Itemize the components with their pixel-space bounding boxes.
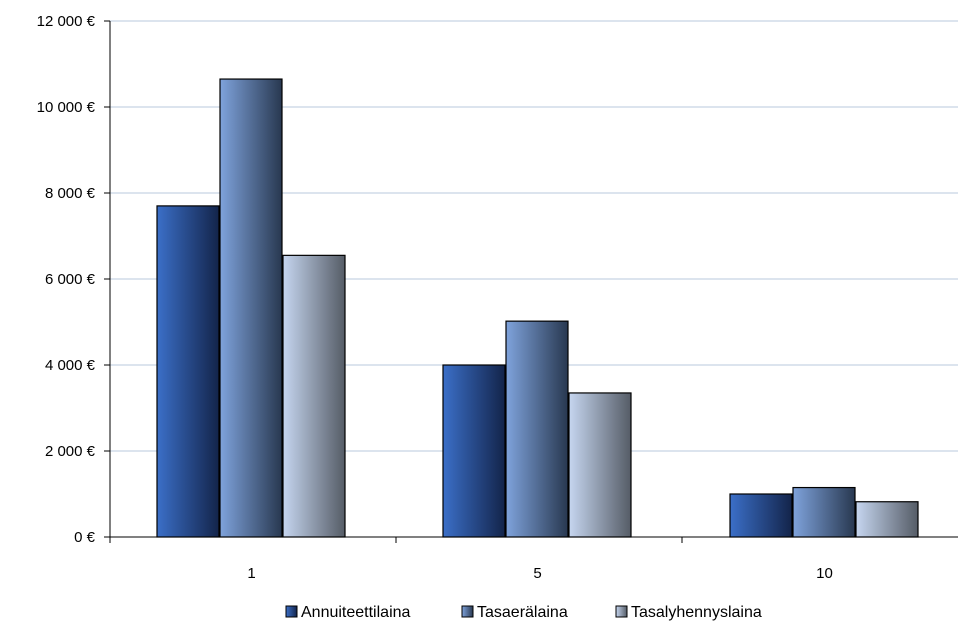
bar-tasalyhennyslaina-1: [282, 254, 346, 538]
bar-tasaerälaina-5: [505, 320, 569, 538]
legend-label: Tasaerälaina: [477, 604, 568, 621]
bar-tasaerälaina-1: [219, 78, 283, 538]
bar-tasaerälaina-10: [792, 486, 856, 538]
bar-annuiteettilaina-5: [442, 364, 506, 538]
x-tick-label: 10: [816, 565, 833, 582]
y-tick-label: 0 €: [74, 529, 96, 546]
legend-label: Annuiteettilaina: [301, 604, 411, 621]
y-tick-label: 2 000 €: [45, 443, 96, 460]
y-tick-label: 10 000 €: [37, 99, 96, 116]
y-tick-label: 6 000 €: [45, 271, 96, 288]
legend-swatch: [285, 605, 298, 618]
legend-label: Tasalyhennyslaina: [631, 604, 762, 621]
legend-swatch: [461, 605, 474, 618]
legend-item: Tasaerälaina: [461, 604, 568, 621]
y-tick-label: 4 000 €: [45, 357, 96, 374]
legend-item: Tasalyhennyslaina: [615, 604, 762, 621]
bars: [156, 78, 919, 538]
bar-annuiteettilaina-1: [156, 205, 220, 538]
bar-tasalyhennyslaina-5: [568, 392, 632, 538]
y-axis-ticks: 0 € 2 000 € 4 000 € 6 000 € 8 000 € 10 000 € 1…: [37, 13, 110, 546]
x-tick-label: 5: [533, 565, 541, 582]
y-tick-label: 12 000 €: [37, 13, 96, 30]
bar-annuiteettilaina-10: [729, 493, 793, 538]
bar-tasalyhennyslaina-10: [855, 501, 919, 538]
y-tick-label: 8 000 €: [45, 185, 96, 202]
x-axis-ticks: 1 5 10: [109, 537, 833, 582]
legend-swatch: [615, 605, 628, 618]
x-tick-label: 1: [247, 565, 255, 582]
legend-item: Annuiteettilaina: [285, 604, 411, 621]
legend: Annuiteettilaina Tasaerälaina Tasalyhennys…: [285, 604, 762, 621]
